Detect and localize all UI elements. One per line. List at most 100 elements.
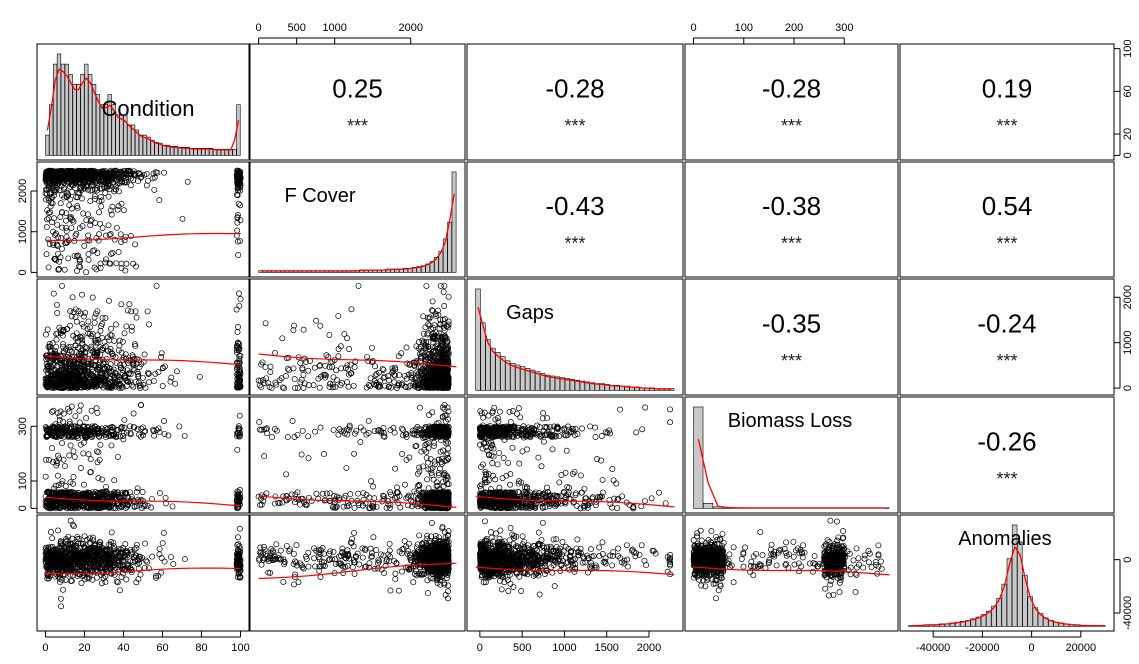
scatter-point bbox=[111, 186, 118, 192]
scatter-point bbox=[303, 359, 309, 365]
scatter-point bbox=[439, 447, 446, 454]
scatter-point bbox=[234, 446, 241, 453]
scatter-point bbox=[327, 490, 334, 497]
scatter-point bbox=[48, 373, 55, 380]
scatter-point bbox=[83, 217, 90, 224]
scatter-point bbox=[234, 227, 241, 234]
scatter-point bbox=[130, 383, 137, 390]
trend-line bbox=[258, 353, 457, 368]
scatter-point bbox=[91, 319, 98, 326]
scatter-point bbox=[137, 401, 144, 408]
scatter-point bbox=[173, 368, 180, 375]
scatter-point bbox=[73, 379, 80, 385]
scatter-point bbox=[89, 354, 96, 361]
scatter-point bbox=[402, 481, 408, 488]
histogram-bar bbox=[425, 263, 431, 273]
scatter-point bbox=[48, 496, 55, 503]
scatter-point bbox=[60, 410, 67, 417]
scatter-point bbox=[491, 404, 498, 411]
scatter-point bbox=[109, 353, 116, 359]
scatter-point bbox=[98, 430, 105, 437]
scatter-point bbox=[433, 342, 440, 349]
scatter-point bbox=[123, 323, 130, 330]
scatter-point bbox=[87, 218, 94, 225]
scatter-point bbox=[347, 370, 354, 377]
scatter-point bbox=[297, 360, 304, 367]
scatter-point bbox=[329, 504, 336, 511]
scatter-point bbox=[89, 382, 96, 389]
scatter-point bbox=[50, 407, 57, 414]
scatter-point bbox=[444, 367, 451, 374]
scatter-point bbox=[92, 337, 99, 344]
scatter-point bbox=[69, 503, 76, 509]
scatter-point bbox=[58, 489, 65, 496]
scatter-point bbox=[49, 340, 56, 347]
scatter-point bbox=[420, 338, 427, 345]
scatter-point bbox=[87, 198, 94, 205]
scatter-point bbox=[419, 337, 426, 344]
scatter-point bbox=[123, 179, 130, 186]
scatter-point bbox=[141, 428, 148, 435]
scatter-point bbox=[113, 360, 120, 367]
scatter-point bbox=[142, 428, 149, 435]
scatter-point bbox=[44, 352, 51, 359]
scatter-point bbox=[294, 385, 301, 391]
scatter-point bbox=[45, 343, 52, 350]
scatter-point bbox=[51, 188, 58, 195]
scatter-point bbox=[312, 428, 319, 435]
scatter-point bbox=[302, 501, 309, 508]
scatter-point bbox=[259, 359, 266, 366]
scatter-point bbox=[352, 358, 359, 365]
scatter-point bbox=[45, 488, 51, 495]
scatter-point bbox=[359, 502, 366, 509]
scatter-point bbox=[587, 423, 594, 430]
scatter-point bbox=[127, 175, 134, 182]
scatter-point bbox=[80, 450, 87, 457]
scatter-point bbox=[372, 372, 379, 379]
scatter-point bbox=[179, 215, 186, 222]
scatter-point bbox=[144, 308, 151, 315]
scatter-point bbox=[408, 372, 415, 379]
scatter-point bbox=[52, 180, 59, 187]
scatter-point bbox=[79, 337, 86, 344]
histogram-bar bbox=[209, 147, 214, 156]
scatter-point bbox=[74, 203, 81, 209]
scatter-point bbox=[85, 186, 92, 193]
scatter-point bbox=[61, 500, 68, 506]
scatter-point bbox=[331, 493, 338, 500]
scatter-point bbox=[118, 265, 125, 272]
scatter-point bbox=[301, 380, 308, 387]
scatter-point bbox=[109, 494, 116, 500]
scatter-point bbox=[330, 503, 337, 510]
scatter-point bbox=[348, 370, 355, 376]
scatter-point bbox=[292, 499, 298, 506]
scatter-point bbox=[426, 322, 433, 329]
scatter-point bbox=[97, 220, 104, 227]
scatter-point bbox=[422, 442, 429, 448]
scatter-point bbox=[105, 178, 112, 185]
scatter-point bbox=[43, 356, 50, 363]
scatter-point bbox=[485, 451, 492, 458]
scatter-point bbox=[327, 359, 334, 366]
scatter-point bbox=[60, 365, 67, 372]
scatter-point bbox=[262, 320, 269, 327]
scatter-point bbox=[115, 499, 122, 506]
scatter-point bbox=[67, 442, 74, 449]
scatter-point bbox=[51, 490, 58, 497]
scatter-point bbox=[94, 425, 101, 432]
scatter-point bbox=[92, 383, 99, 390]
correlation-value: 0.19 bbox=[982, 73, 1033, 103]
scatter-point bbox=[389, 365, 396, 372]
scatter-point bbox=[123, 429, 130, 436]
scatter-point bbox=[283, 497, 290, 504]
scatter-point bbox=[132, 308, 139, 315]
scatter-point bbox=[82, 491, 89, 498]
scatter-point bbox=[235, 290, 242, 297]
scatter-point bbox=[367, 375, 374, 382]
scatter-point bbox=[78, 357, 85, 364]
scatter-point bbox=[59, 440, 66, 447]
scatter-point bbox=[116, 180, 123, 187]
scatter-point bbox=[102, 370, 109, 377]
scatter-point bbox=[400, 432, 406, 439]
scatter-point bbox=[66, 433, 73, 439]
